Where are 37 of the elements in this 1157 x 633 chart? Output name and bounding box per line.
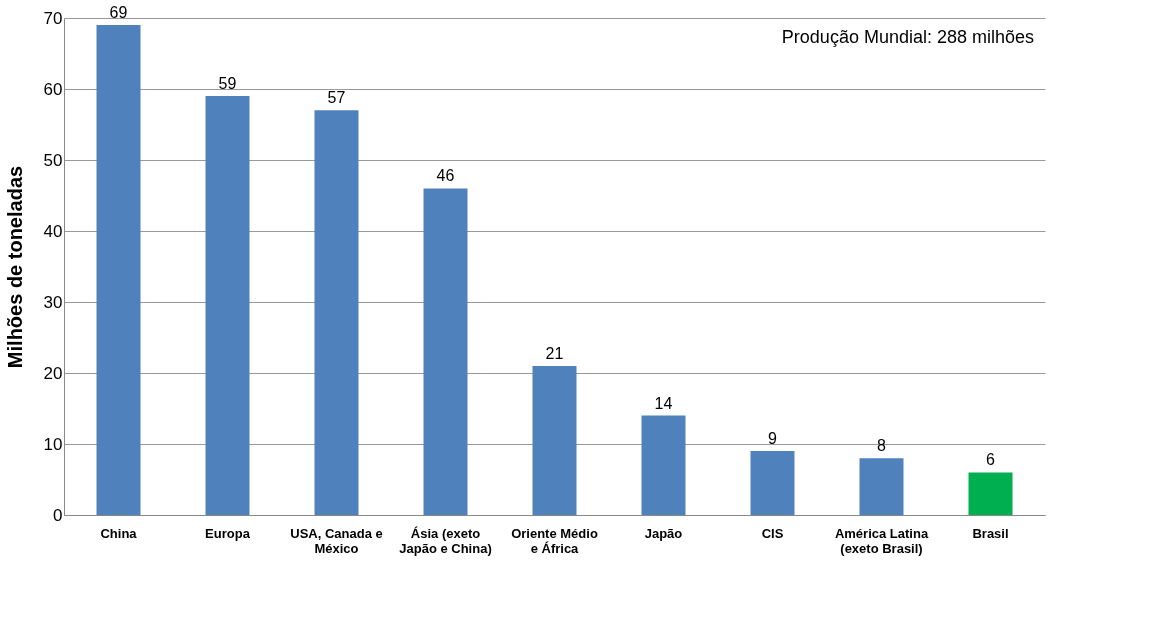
y-tick-label: 40 bbox=[43, 221, 63, 241]
data-label: 9 bbox=[768, 430, 778, 448]
x-tick-label: Ásia (exeto Japão e China) bbox=[399, 525, 492, 556]
y-tick-label: 30 bbox=[43, 292, 63, 312]
data-label: 69 bbox=[109, 4, 128, 22]
data-label: 57 bbox=[327, 89, 346, 107]
bar bbox=[532, 365, 577, 515]
bar bbox=[859, 458, 904, 515]
y-tick-label: 50 bbox=[43, 150, 63, 170]
bar bbox=[641, 415, 686, 515]
bar bbox=[750, 451, 795, 515]
x-tick-label: Oriente Médio e África bbox=[511, 525, 598, 556]
bar bbox=[314, 110, 359, 515]
bar bbox=[205, 96, 250, 515]
data-label: 21 bbox=[545, 344, 564, 362]
data-label: 6 bbox=[986, 451, 996, 469]
data-label: 59 bbox=[218, 75, 237, 93]
x-tick-label: Japão bbox=[644, 525, 683, 541]
y-tick-label: 70 bbox=[43, 8, 63, 28]
y-tick-label: 10 bbox=[43, 434, 63, 454]
x-tick-label: CIS bbox=[761, 525, 784, 541]
y-tick-label: 60 bbox=[43, 79, 63, 99]
bar bbox=[968, 472, 1013, 515]
annotation: Produção Mundial: 288 milhões bbox=[781, 27, 1034, 47]
data-label: 8 bbox=[877, 437, 887, 455]
bar bbox=[96, 25, 141, 515]
y-tick-label: 0 bbox=[53, 505, 63, 525]
data-label: 14 bbox=[654, 394, 673, 412]
x-tick-label: Brasil bbox=[972, 525, 1009, 541]
y-tick-label: 20 bbox=[43, 363, 63, 383]
x-tick-label: Europa bbox=[205, 525, 251, 541]
data-label: 46 bbox=[436, 167, 455, 185]
bar bbox=[423, 188, 468, 515]
x-tick-label: China bbox=[100, 525, 138, 541]
x-tick-label: USA, Canada e México bbox=[290, 525, 383, 556]
y-axis-title: Milhões de toneladas bbox=[3, 165, 26, 369]
x-tick-label: América Latina (exeto Brasil) bbox=[834, 525, 929, 556]
